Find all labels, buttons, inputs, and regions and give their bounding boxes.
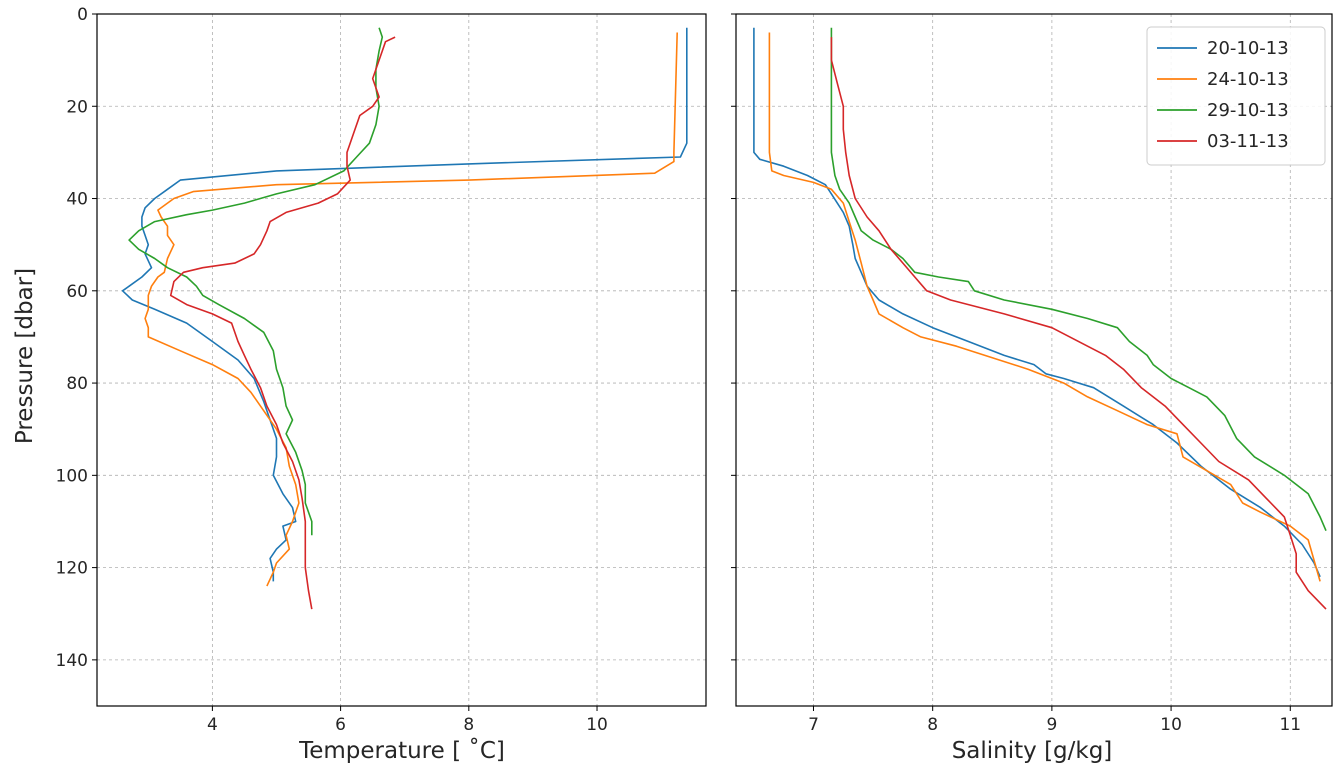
y-tick-label: 100 [56, 466, 88, 486]
series-line-03-11-13 [169, 36, 396, 610]
legend-label: 24-10-13 [1207, 69, 1289, 90]
x-tick-label: 10 [586, 715, 608, 735]
x-tick-label: 8 [463, 715, 474, 735]
x-tick-label: 4 [207, 715, 218, 735]
y-tick-label: 20 [66, 97, 88, 117]
axes-frame [96, 13, 707, 707]
legend-box [1146, 26, 1326, 166]
x-tick-label: 10 [1160, 715, 1182, 735]
series-line-03-11-13 [830, 37, 1327, 610]
y-tick-label: 40 [66, 190, 88, 210]
y-axis-label: Pressure [dbar] [12, 268, 38, 444]
y-tick-label: 120 [56, 559, 88, 579]
x-tick-label: 8 [927, 715, 938, 735]
series-line-29-10-13 [830, 27, 1327, 532]
series-line-20-10-13 [753, 27, 1321, 578]
series-line-20-10-13 [121, 27, 688, 582]
y-tick-label: 0 [77, 5, 88, 25]
y-tick-label: 140 [56, 651, 88, 671]
x-tick-label: 7 [808, 715, 819, 735]
x-tick-label: 9 [1046, 715, 1057, 735]
legend: 20-10-13 24-10-13 29-10-13 03-11-13 [1146, 26, 1326, 166]
x-tick-label: 11 [1279, 715, 1301, 735]
series-line-24-10-13 [768, 32, 1321, 582]
series-line-24-10-13 [144, 32, 678, 587]
legend-label: 03-11-13 [1207, 131, 1289, 152]
series-line-29-10-13 [128, 27, 384, 536]
y-tick-label: 60 [66, 282, 88, 302]
y-tick-label: 80 [66, 374, 88, 394]
temperature-axis-label: Temperature [ ˚C] [298, 737, 505, 764]
axes-frame [735, 13, 1333, 707]
legend-label: 20-10-13 [1207, 38, 1289, 59]
salinity-axis-label: Salinity [g/kg] [952, 738, 1113, 764]
legend-label: 29-10-13 [1207, 100, 1289, 121]
x-tick-label: 6 [335, 715, 346, 735]
